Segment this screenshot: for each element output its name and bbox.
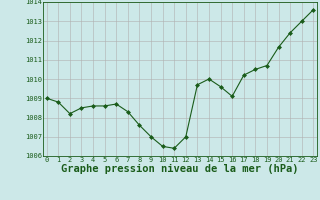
X-axis label: Graphe pression niveau de la mer (hPa): Graphe pression niveau de la mer (hPa) bbox=[61, 164, 299, 174]
